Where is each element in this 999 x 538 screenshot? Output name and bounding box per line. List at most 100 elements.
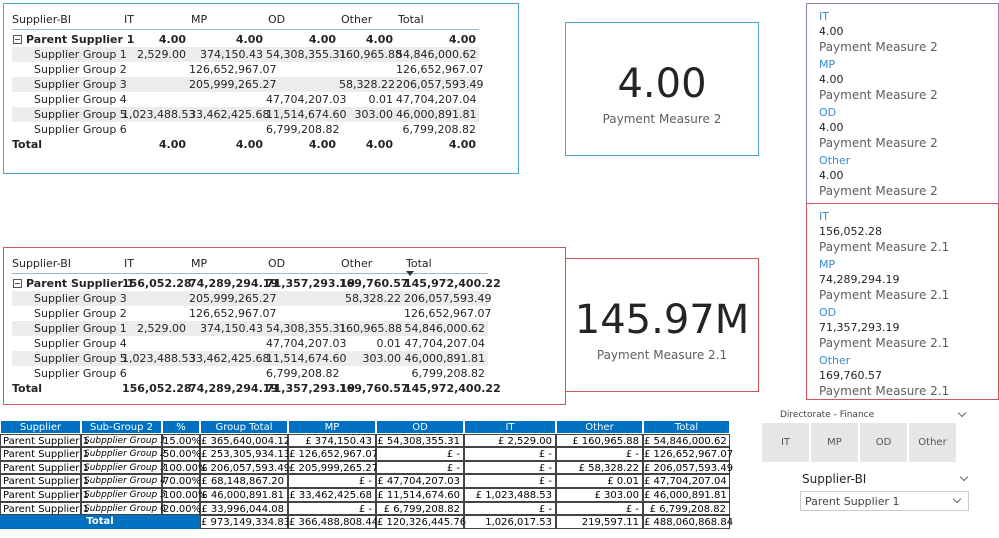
item-value: 4.00: [819, 169, 844, 182]
button-slicer: Directorate - Finance IT MP OD Other: [760, 406, 970, 466]
table-cell: Parent Supplier 1: [0, 460, 89, 475]
cell-value: 2,529.00: [137, 48, 186, 61]
row-header: Supplier Group 2: [34, 307, 127, 320]
table-cell: £ 46,000,891.81: [643, 488, 730, 502]
cell-value: 303.00: [362, 352, 402, 365]
table-cell: £ 374,150.43: [288, 433, 376, 448]
cell-value: 33,462,425.68: [189, 108, 270, 121]
table-cell: £ 206,057,593.49: [643, 460, 734, 475]
row-header: Supplier Group 4: [34, 337, 127, 350]
cell-value: 74,289,294.19: [189, 277, 279, 290]
table-cell: £ -: [556, 501, 643, 516]
category-label: OD: [819, 306, 837, 319]
row-header: Supplier Group 5: [34, 352, 127, 365]
table-cell: £ 206,057,593.49: [200, 460, 291, 475]
cell-value: 47,704,207.04: [396, 93, 477, 106]
column-header: Other: [341, 13, 373, 26]
table-cell: £ 0.01: [556, 474, 643, 488]
row-header: Total: [12, 138, 43, 151]
table-cell: £ 253,305,934.13: [200, 447, 291, 461]
cell-value: 4.00: [158, 138, 186, 151]
cell-value: 2,529.00: [137, 322, 186, 335]
row-stripe: [12, 47, 479, 62]
total-cell: £ 973,149,334.83: [200, 515, 291, 529]
table-cell: £ 205,999,265.27: [288, 460, 379, 475]
cell-value: 205,999,265.27: [189, 292, 277, 305]
cell-value: 145,972,400.22: [404, 277, 501, 290]
cell-value: 6,799,208.82: [411, 367, 485, 380]
slicer-button[interactable]: OD: [860, 423, 907, 462]
row-header: Supplier Group 6: [34, 367, 127, 380]
cell-value: 11,514,674.60: [266, 108, 347, 121]
card-visual: 4.00 Payment Measure 2: [565, 22, 759, 156]
table-header: OD: [376, 420, 464, 434]
table-header: Group Total: [200, 420, 288, 434]
cell-value: 160,965.88: [339, 322, 402, 335]
row-header: Supplier Group 3: [34, 292, 127, 305]
item-value: 4.00: [819, 121, 844, 134]
total-label: Total: [0, 515, 200, 529]
item-measure: Payment Measure 2.1: [819, 336, 950, 350]
row-stripe: [12, 291, 488, 306]
cell-value: 4.00: [365, 33, 393, 46]
table-cell: £ 11,514,674.60: [376, 488, 464, 502]
multi-row-card: IT 156,052.28 Payment Measure 2.1 MP 74,289,…: [806, 203, 999, 400]
row-stripe: [12, 351, 488, 366]
table-cell: Parent Supplier 1: [0, 447, 89, 461]
table-cell: £ 54,308,355.31: [376, 433, 464, 448]
total-cell: £ 120,326,445.76: [376, 515, 467, 529]
dropdown[interactable]: Parent Supplier 1: [800, 491, 969, 511]
table-cell: £ 160,965.88: [556, 433, 643, 448]
row-header: Supplier Group 4: [34, 93, 127, 106]
table-cell: £ 126,652,967.07: [288, 447, 379, 461]
cell-value: 46,000,891.81: [404, 352, 485, 365]
table-header: Sub-Group 2: [81, 420, 162, 434]
cell-value: 206,057,593.49: [396, 78, 484, 91]
cell-value: 11,514,674.60: [266, 352, 347, 365]
item-value: 74,289,294.19: [819, 273, 900, 286]
cell-value: 374,150.43: [200, 322, 263, 335]
cell-value: 4.00: [308, 138, 336, 151]
cell-value: 58,328.22: [339, 78, 395, 91]
matrix-visual: Supplier-BI IT MP OD Other Total Parent Suppli…: [3, 3, 519, 174]
table-cell: Parent Supplier 1: [0, 488, 89, 502]
slicer-title: Directorate - Finance: [780, 410, 875, 420]
slicer-button[interactable]: IT: [762, 423, 809, 462]
cell-value: 4.00: [235, 33, 263, 46]
cell-value: 303.00: [354, 108, 394, 121]
row-header: Supplier Group 5: [34, 108, 127, 121]
multi-row-card: IT 4.00 Payment Measure 2 MP 4.00 Payment Mea…: [806, 3, 999, 204]
category-label: Other: [819, 354, 851, 367]
cell-value: 0.01: [376, 337, 402, 350]
category-label: MP: [819, 258, 836, 271]
cell-value: 4.00: [308, 33, 336, 46]
table-cell: £ 126,652,967.07: [643, 447, 734, 461]
card-label: Payment Measure 2: [602, 112, 722, 126]
slicer-button[interactable]: Other: [909, 423, 956, 462]
cell-value: 54,846,000.62: [396, 48, 477, 61]
table-cell: Parent Supplier 1: [0, 433, 89, 448]
table-cell: £ 303.00: [556, 488, 643, 502]
table-cell: £ 33,996,044.08: [200, 501, 288, 516]
table-cell: 70.00%: [162, 474, 202, 488]
table-header: Other: [556, 420, 643, 434]
total-cell: £ 488,060,868.84: [643, 515, 734, 529]
chevron: [959, 472, 969, 482]
matrix-visual: Supplier-BI IT MP OD Other Total Parent Suppli…: [3, 247, 566, 405]
slicer-button[interactable]: MP: [811, 423, 858, 462]
row-header: Parent Supplier 1: [26, 277, 135, 290]
table-cell: £ 2,529.00: [464, 433, 556, 448]
table-cell: £ 6,799,208.82: [643, 501, 730, 516]
table-cell: £ 46,000,891.81: [200, 488, 288, 502]
chevron: [952, 494, 962, 504]
item-value: 4.00: [819, 73, 844, 86]
row-header: Supplier Group 6: [34, 123, 127, 136]
cell-value: 54,308,355.31: [266, 48, 347, 61]
cell-value: 47,704,207.03: [266, 93, 347, 106]
cell-value: 126,652,967.07: [396, 63, 484, 76]
cell-value: 58,328.22: [345, 292, 401, 305]
row-header: Supplier Group 1: [34, 48, 127, 61]
header-underline: [12, 29, 479, 30]
cell-value: 4.00: [158, 33, 186, 46]
card-visual: 145.97M Payment Measure 2.1: [565, 258, 759, 392]
